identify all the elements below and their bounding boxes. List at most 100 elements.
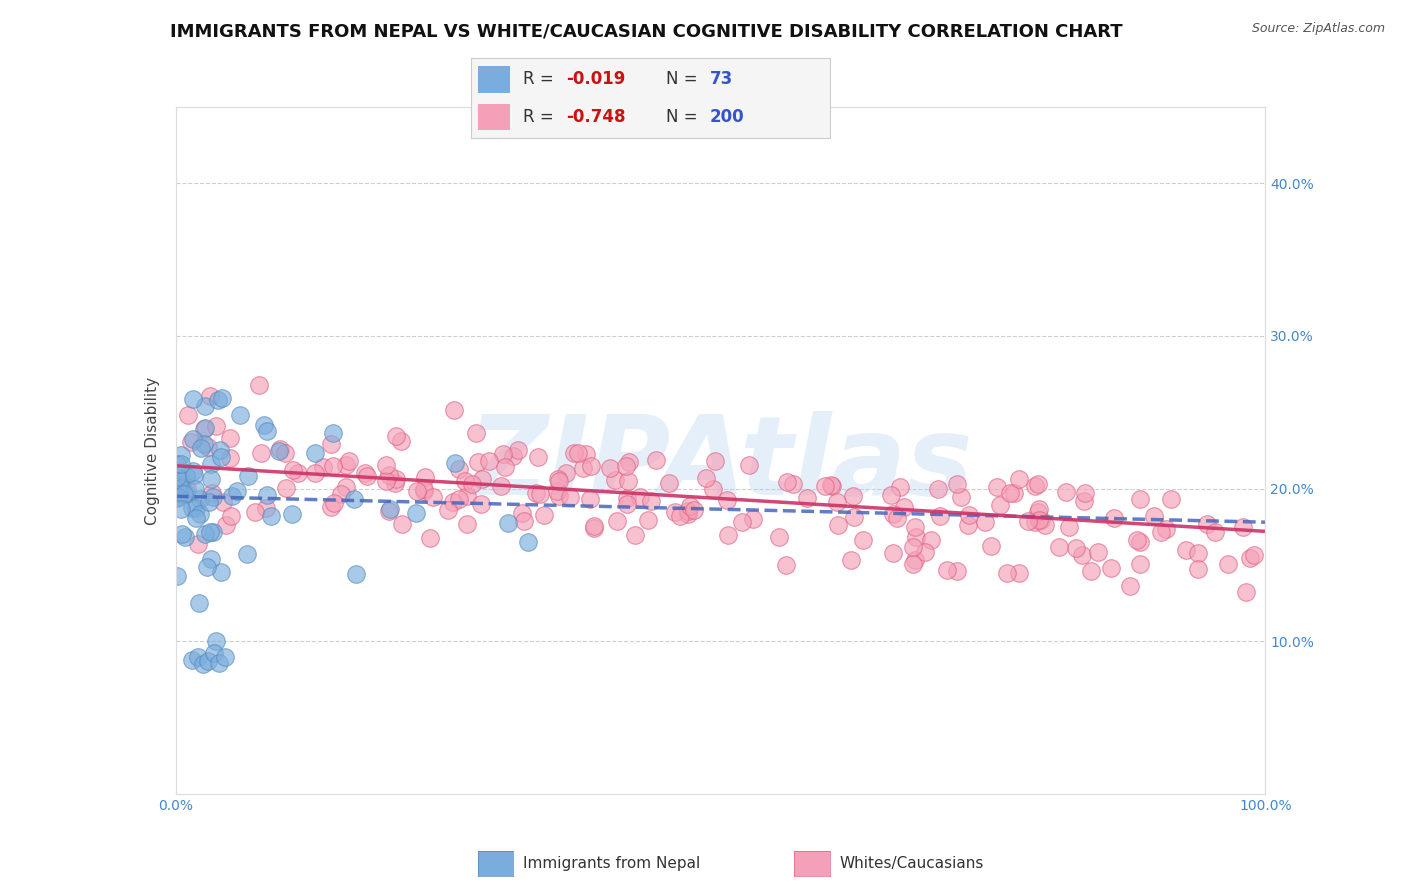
Point: [200, 552, 222, 566]
Text: 73: 73: [710, 70, 733, 88]
Point: [194, 399, 217, 413]
Point: [1174, 543, 1197, 558]
Text: -0.019: -0.019: [567, 70, 626, 88]
Point: [640, 493, 662, 508]
Point: [204, 634, 226, 648]
Point: [517, 535, 540, 549]
Point: [250, 446, 273, 460]
Point: [1008, 566, 1031, 580]
Point: [211, 391, 233, 405]
Point: [174, 485, 197, 500]
Point: [283, 463, 305, 477]
Point: [201, 485, 224, 500]
Point: [702, 482, 724, 496]
Point: [583, 520, 606, 534]
Point: [914, 545, 936, 559]
Point: [1028, 476, 1050, 491]
Point: [1029, 513, 1052, 527]
Point: [198, 525, 221, 540]
Point: [1156, 522, 1178, 536]
Point: [986, 480, 1008, 494]
Point: [190, 507, 212, 521]
Point: [564, 446, 586, 460]
Point: [510, 506, 533, 520]
Point: [197, 654, 219, 668]
Point: [1187, 546, 1209, 560]
Point: [920, 533, 942, 548]
Point: [614, 459, 637, 474]
Point: [322, 458, 344, 473]
Text: IMMIGRANTS FROM NEPAL VS WHITE/CAUCASIAN COGNITIVE DISABILITY CORRELATION CHART: IMMIGRANTS FROM NEPAL VS WHITE/CAUCASIAN…: [170, 22, 1123, 40]
Point: [1074, 485, 1097, 500]
Point: [323, 496, 346, 510]
Point: [533, 508, 555, 523]
Point: [247, 378, 270, 392]
Point: [354, 466, 377, 480]
Point: [280, 507, 302, 521]
Point: [1000, 486, 1022, 500]
Point: [200, 472, 222, 486]
Point: [1028, 502, 1050, 516]
Point: [579, 491, 602, 506]
Point: [260, 508, 283, 523]
Point: [990, 498, 1012, 512]
Point: [322, 426, 344, 441]
Point: [508, 443, 530, 458]
Point: [219, 431, 242, 445]
Point: [1160, 491, 1182, 506]
Point: [1142, 508, 1164, 523]
Point: [927, 482, 949, 496]
Point: [547, 484, 569, 499]
Point: [471, 472, 494, 486]
Point: [1232, 520, 1254, 534]
Point: [491, 479, 513, 493]
Point: [335, 480, 357, 494]
Point: [1073, 493, 1095, 508]
Point: [181, 652, 204, 666]
Text: -0.748: -0.748: [567, 108, 626, 126]
Point: [170, 458, 193, 472]
Point: [204, 418, 226, 433]
Point: [980, 539, 1002, 553]
Point: [841, 489, 863, 503]
Point: [187, 596, 209, 610]
Point: [623, 528, 645, 542]
Point: [337, 453, 360, 467]
Point: [166, 491, 188, 505]
Point: [212, 495, 235, 509]
Point: [202, 490, 225, 504]
Point: [901, 541, 924, 555]
Point: [1087, 544, 1109, 558]
Point: [717, 528, 740, 542]
Point: [304, 446, 326, 460]
Point: [219, 450, 242, 465]
Point: [548, 489, 571, 503]
Point: [287, 466, 309, 480]
Point: [170, 475, 193, 489]
Point: [1204, 524, 1226, 539]
Point: [1033, 517, 1056, 532]
Point: [524, 486, 547, 500]
Point: [170, 501, 193, 516]
Point: [1187, 562, 1209, 576]
FancyBboxPatch shape: [478, 103, 510, 130]
Point: [657, 475, 679, 490]
Point: [209, 565, 232, 579]
Point: [194, 420, 217, 434]
Point: [219, 508, 242, 523]
Point: [465, 425, 488, 440]
Point: [956, 517, 979, 532]
Point: [254, 501, 277, 516]
Point: [319, 500, 342, 515]
Point: [1024, 515, 1046, 529]
Point: [184, 501, 207, 516]
Point: [695, 471, 717, 485]
Point: [882, 546, 904, 560]
Point: [269, 442, 291, 457]
Point: [599, 461, 621, 475]
Point: [1057, 520, 1080, 534]
Point: [995, 566, 1018, 581]
Point: [170, 448, 193, 462]
Point: [796, 491, 818, 505]
Point: [441, 495, 464, 509]
